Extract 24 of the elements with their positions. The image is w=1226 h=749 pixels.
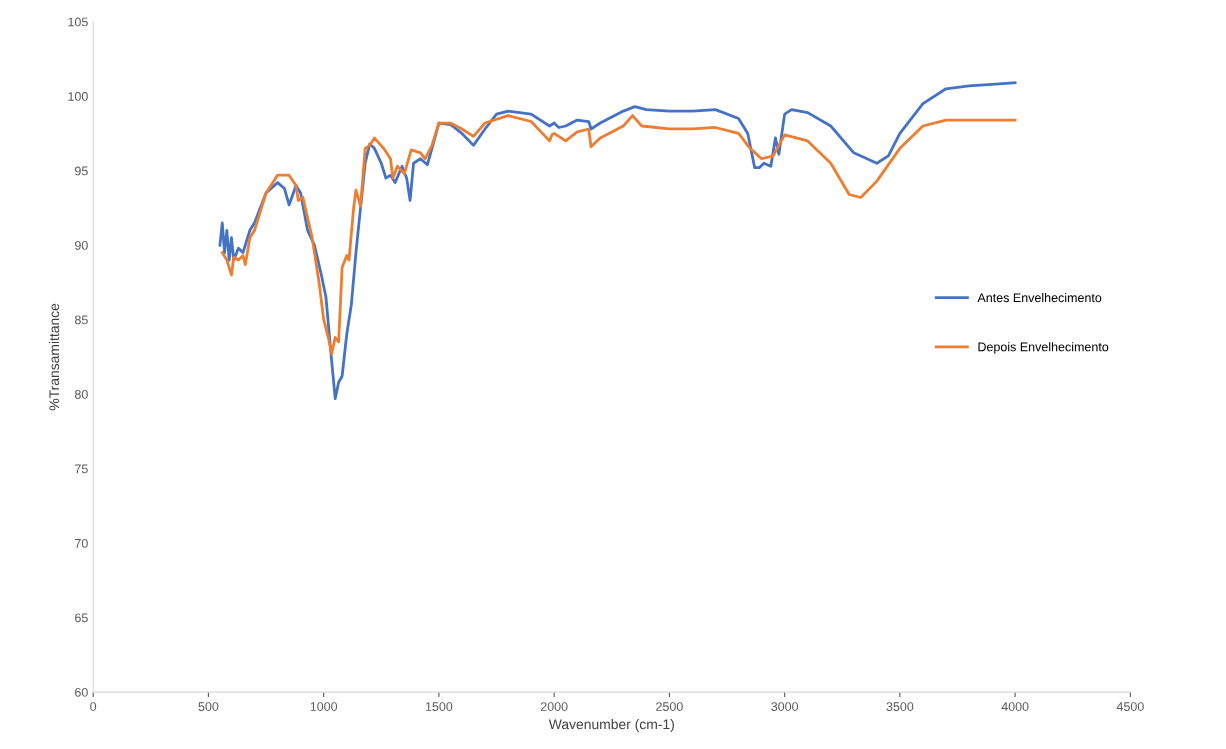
x-tick-label: 3000 [771, 702, 799, 711]
y-tick-label: 70 [75, 538, 88, 548]
y-axis-title: %Transamittance [48, 303, 60, 411]
x-tick-label: 1500 [425, 702, 453, 711]
x-tick-label: 4000 [1001, 702, 1029, 711]
x-tick-label: 0 [90, 702, 97, 711]
y-tick-label: 60 [75, 687, 88, 697]
x-tick-label: 3500 [886, 702, 914, 711]
y-tick-label: 65 [75, 613, 88, 623]
legend-label: Depois Envelhecimento [978, 342, 1109, 354]
x-tick-label: 4500 [1116, 702, 1144, 711]
x-tick-label: 2000 [540, 702, 568, 711]
y-tick-label: 105 [68, 17, 88, 27]
x-tick-label: 500 [198, 702, 219, 711]
legend-label: Antes Envelhecimento [977, 292, 1102, 303]
y-tick-label: 75 [75, 464, 88, 474]
x-axis-title: Wavenumber (cm-1) [548, 719, 674, 732]
y-tick-label: 95 [75, 166, 88, 176]
y-tick-label: 80 [74, 389, 88, 399]
y-tick-label: 90 [75, 240, 88, 250]
x-tick-label: 1000 [310, 702, 338, 711]
y-tick-label: 85 [74, 315, 88, 325]
y-tick-label: 100 [68, 92, 88, 101]
x-tick-label: 2500 [656, 702, 683, 711]
